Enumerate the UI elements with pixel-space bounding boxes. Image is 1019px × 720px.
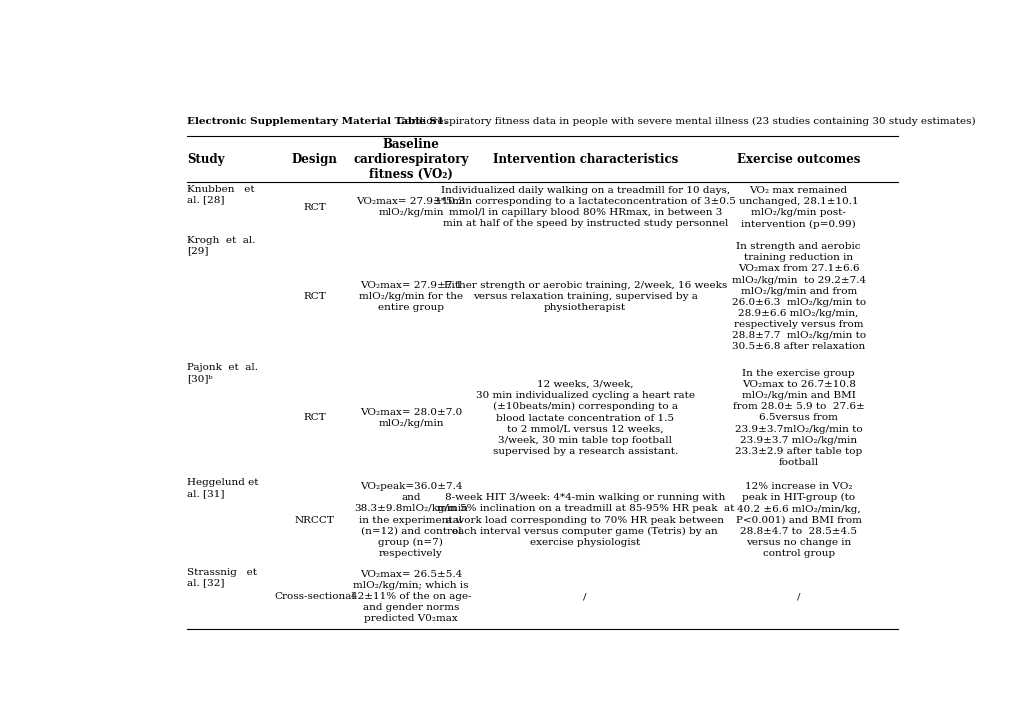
Text: Electronic Supplementary Material Table S1.: Electronic Supplementary Material Table … <box>186 117 447 126</box>
Text: Baseline
cardiorespiratory
fitness (VO₂): Baseline cardiorespiratory fitness (VO₂) <box>353 138 468 181</box>
Text: Strassnig   et
al. [32]: Strassnig et al. [32] <box>186 567 257 588</box>
Text: In strength and aerobic
training reduction in
VO₂max from 27.1±6.6
mlO₂/kg/min  : In strength and aerobic training reducti… <box>731 242 865 351</box>
Text: Study: Study <box>186 153 224 166</box>
Text: RCT: RCT <box>304 203 326 212</box>
Text: 8-week HIT 3/week: 4*4-min walking or running with
min 5% inclination on a tread: 8-week HIT 3/week: 4*4-min walking or ru… <box>436 493 733 547</box>
Text: Exercise outcomes: Exercise outcomes <box>736 153 859 166</box>
Text: VO₂max= 26.5±5.4
mlO₂/kg/min; which is
42±11% of the on age-
and gender norms
pr: VO₂max= 26.5±5.4 mlO₂/kg/min; which is 4… <box>351 570 471 624</box>
Text: In the exercise group
VO₂max to 26.7±10.8
mlO₂/kg/min and BMI
from 28.0± 5.9 to : In the exercise group VO₂max to 26.7±10.… <box>732 369 864 467</box>
Text: RCT: RCT <box>304 413 326 423</box>
Text: Pajonk  et  al.
[30]ᵇ: Pajonk et al. [30]ᵇ <box>186 364 258 383</box>
Text: VO₂peak=36.0±7.4
and
38.3±9.8mlO₂/kg/min
in the experimental
(n=12) and control
: VO₂peak=36.0±7.4 and 38.3±9.8mlO₂/kg/min… <box>354 482 468 558</box>
Text: Individualized daily walking on a treadmill for 10 days,
3*5min corresponding to: Individualized daily walking on a treadm… <box>434 186 736 228</box>
Text: Krogh  et  al.
[29]: Krogh et al. [29] <box>186 235 255 256</box>
Text: NRCCT: NRCCT <box>294 516 334 525</box>
Text: 12% increase in VO₂
peak in HIT-group (to
40.2 ±6.6 mlO₂/min/kg,
P<0.001) and BM: 12% increase in VO₂ peak in HIT-group (t… <box>735 482 861 558</box>
Text: VO₂max= 27.9±7.1
mlO₂/kg/min for the
entire group: VO₂max= 27.9±7.1 mlO₂/kg/min for the ent… <box>359 281 463 312</box>
Text: Knubben   et
al. [28]: Knubben et al. [28] <box>186 184 254 204</box>
Text: Design: Design <box>291 153 337 166</box>
Text: Cardiorespiratory fitness data in people with severe mental illness (23 studies : Cardiorespiratory fitness data in people… <box>393 117 974 126</box>
Text: Either strength or aerobic training, 2/week, 16 weeks
versus relaxation training: Either strength or aerobic training, 2/w… <box>443 281 727 312</box>
Text: RCT: RCT <box>304 292 326 301</box>
Text: VO₂max= 28.0±7.0
mlO₂/kg/min: VO₂max= 28.0±7.0 mlO₂/kg/min <box>360 408 462 428</box>
Text: Cross-sectional: Cross-sectional <box>274 592 355 601</box>
Text: /: / <box>796 592 800 601</box>
Text: Heggelund et
al. [31]: Heggelund et al. [31] <box>186 478 258 498</box>
Text: VO₂ max remained
unchanged, 28.1±10.1
mlO₂/kg/min post-
intervention (p=0.99): VO₂ max remained unchanged, 28.1±10.1 ml… <box>738 186 858 228</box>
Text: /: / <box>583 592 586 601</box>
Text: 12 weeks, 3/week,
30 min individualized cycling a heart rate
(±10beats/min) corr: 12 weeks, 3/week, 30 min individualized … <box>475 380 694 456</box>
Text: Intervention characteristics: Intervention characteristics <box>492 153 678 166</box>
Text: VO₂max= 27.9±10.3
mlO₂/kg/min: VO₂max= 27.9±10.3 mlO₂/kg/min <box>356 197 465 217</box>
